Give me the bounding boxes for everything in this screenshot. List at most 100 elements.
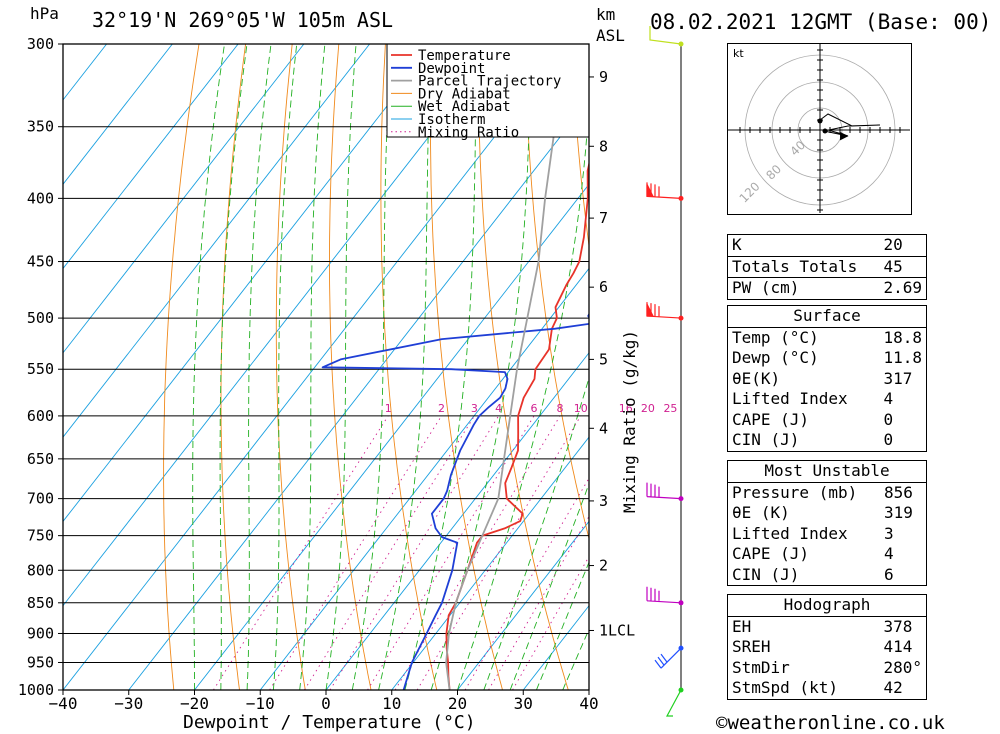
pressure-tick-label: 700	[27, 490, 54, 508]
hodograph-ring-label-40: 40	[787, 138, 808, 159]
mu-theta-value: 319	[880, 503, 927, 524]
mixing-ratio-label: 2	[438, 402, 445, 415]
pressure-tick-label: 350	[27, 118, 54, 136]
eh-value: 378	[879, 616, 926, 637]
stmspd-value: 42	[879, 678, 926, 699]
height-tick-label: 9	[599, 68, 608, 86]
height-tick-label: 2	[599, 557, 608, 575]
pressure-tick-label: 900	[27, 624, 54, 642]
mixing-ratio-line	[513, 416, 671, 690]
mixing-ratio-label: 10	[574, 402, 588, 415]
height-tick-label: 5	[599, 350, 608, 368]
isotherm-line	[0, 44, 435, 690]
pressure-tick-label: 550	[27, 360, 54, 378]
wet-adiabat-line	[458, 44, 593, 690]
totals-totals-label: Totals Totals	[728, 256, 880, 278]
wind-barb-shaft	[647, 587, 681, 603]
legend-label: Mixing Ratio	[418, 125, 519, 141]
mu-li-label: Lifted Index	[728, 524, 881, 545]
wind-barb-shaft	[655, 648, 681, 668]
wet-adiabat-line	[247, 44, 271, 690]
mu-pressure-value: 856	[880, 482, 927, 503]
series-line-temperature	[446, 44, 613, 690]
mu-li-value: 3	[880, 524, 927, 545]
stmdir-label: StmDir	[728, 658, 880, 679]
pressure-tick-label: 750	[27, 527, 54, 545]
wet-adiabat-line	[220, 44, 247, 690]
surface-theta-value: 317	[879, 369, 926, 390]
x-tick-label: −30	[114, 694, 143, 713]
surface-li-value: 4	[879, 389, 926, 410]
eh-label: EH	[728, 616, 880, 637]
pressure-tick-label: 400	[27, 189, 54, 207]
stmdir-value: 280°	[879, 658, 926, 679]
series-line-parcel-trajectory	[446, 44, 555, 690]
dry-adiabat-line	[941, 26, 1000, 716]
mixing-ratio-line	[304, 416, 474, 690]
height-tick-label: 4	[599, 419, 608, 437]
wind-barb	[647, 587, 681, 603]
totals-totals-value: 45	[879, 256, 926, 278]
x-tick-label: −40	[49, 694, 78, 713]
wind-barb-pennant	[647, 304, 653, 316]
isotherm-line	[63, 44, 567, 690]
surface-title: Surface	[728, 306, 927, 328]
k-index-value: 20	[879, 235, 926, 257]
mixing-ratio-label: 25	[663, 402, 677, 415]
x-tick-label: 0	[321, 694, 331, 713]
copyright-text[interactable]: ©weatheronline.co.uk	[716, 712, 945, 734]
pressure-tick-label: 600	[27, 407, 54, 425]
mixing-ratio-line	[395, 416, 560, 690]
wind-barb-pennant	[647, 184, 653, 196]
x-tick-label: 30	[514, 694, 533, 713]
wet-adiabat-line	[405, 44, 478, 690]
surface-cin-label: CIN (J)	[728, 430, 880, 451]
isotherm-line	[129, 44, 633, 690]
hodograph-panel: kt 40 80 120 ▶	[727, 43, 912, 215]
wind-barb	[650, 26, 681, 44]
surface-cin-value: 0	[879, 430, 926, 451]
pressure-tick-label: 800	[27, 561, 54, 579]
dry-adiabat-line	[164, 26, 202, 716]
pressure-tick-label: 950	[27, 653, 54, 671]
x-tick-label: 40	[579, 694, 598, 713]
mu-cin-value: 6	[880, 565, 927, 586]
wet-adiabat-line	[193, 44, 225, 690]
mixing-ratio-label: 6	[531, 402, 538, 415]
wind-barb	[647, 182, 681, 198]
surface-cape-label: CAPE (J)	[728, 410, 880, 431]
hodograph-storm-point	[823, 129, 828, 134]
mixing-ratio-label: 8	[557, 402, 564, 415]
mixing-ratio-label: 4	[495, 402, 502, 415]
hodograph-point	[818, 119, 823, 124]
dry-adiabat-line	[987, 26, 1000, 716]
wind-barb	[655, 648, 681, 668]
surface-temp-value: 18.8	[879, 327, 926, 348]
surface-dewp-label: Dewp (°C)	[728, 348, 880, 369]
mixing-ratio-line	[270, 416, 442, 690]
pressure-tick-label: 300	[27, 35, 54, 53]
height-tick-label: 1LCL	[599, 621, 635, 639]
dry-adiabat-line	[221, 26, 248, 716]
mixing-ratio-line	[213, 416, 388, 690]
most-unstable-table: Most Unstable Pressure (mb)856 θE (K)319…	[727, 460, 927, 586]
hodograph-ring-label-80: 80	[763, 162, 784, 183]
x-tick-label: −20	[180, 694, 209, 713]
wind-barb-shaft	[647, 483, 681, 499]
stmspd-label: StmSpd (kt)	[728, 678, 880, 699]
surface-cape-value: 0	[879, 410, 926, 431]
pw-label: PW (cm)	[728, 278, 880, 300]
pw-value: 2.69	[879, 278, 926, 300]
most-unstable-title: Most Unstable	[728, 461, 927, 483]
series-line-dewpoint	[323, 44, 641, 690]
wet-adiabat-line	[510, 44, 724, 690]
mixing-ratio-label: 3	[471, 402, 478, 415]
pressure-tick-label: 650	[27, 450, 54, 468]
height-tick-label: 6	[599, 278, 608, 296]
mixing-ratio-axis-title: Mixing Ratio (g/kg)	[620, 330, 639, 513]
x-tick-label: 10	[382, 694, 401, 713]
surface-table: Surface Temp (°C)18.8 Dewp (°C)11.8 θE(K…	[727, 305, 927, 452]
sreh-value: 414	[879, 637, 926, 658]
